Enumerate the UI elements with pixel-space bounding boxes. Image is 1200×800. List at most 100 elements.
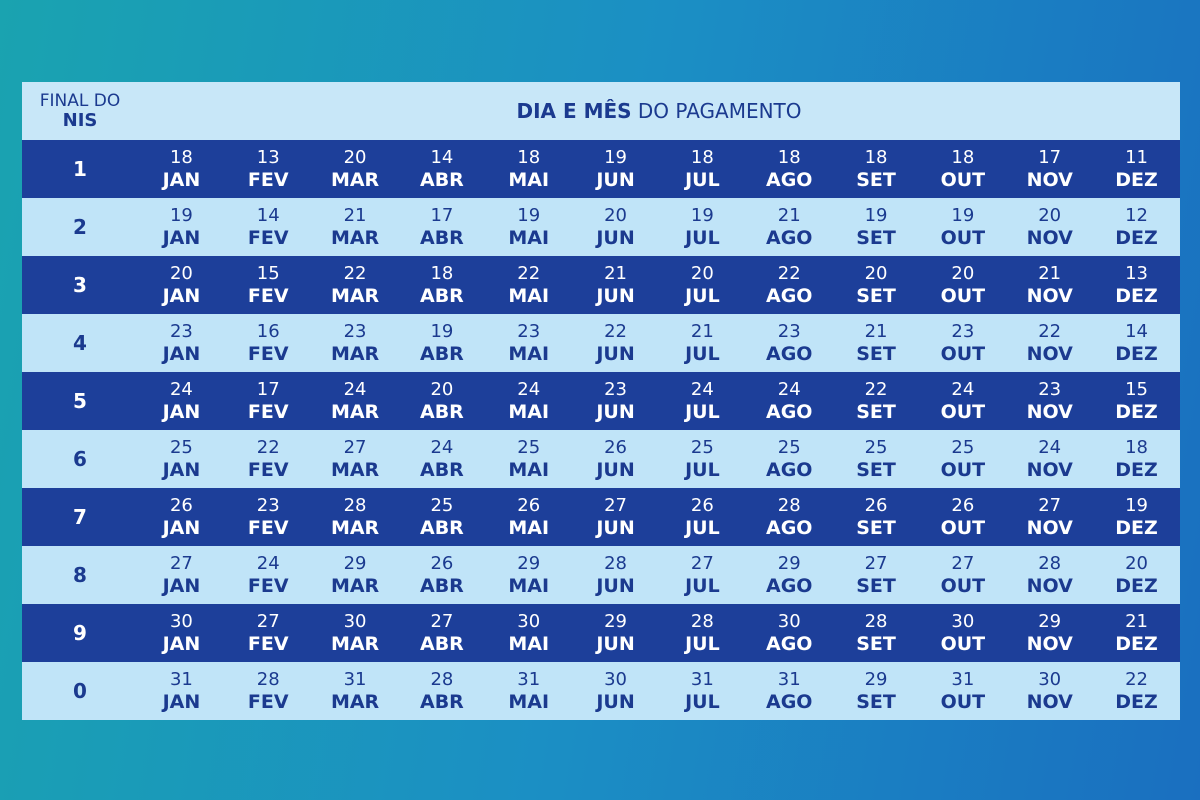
month: OUT [940, 169, 986, 191]
day: 19 [517, 205, 541, 226]
month: MAR [330, 517, 380, 539]
day: 30 [169, 611, 193, 632]
header-line: NIS [62, 110, 98, 131]
month: JUN [596, 343, 635, 365]
month: OUT [940, 401, 986, 423]
day: 22 [1038, 321, 1062, 342]
month: SET [856, 401, 896, 423]
date-cell: 23 MAR [312, 314, 399, 372]
day: 29 [343, 553, 367, 574]
date-cell: 24 FEV [225, 546, 312, 604]
date-cell: 21 NOV [1006, 256, 1093, 314]
date-cell: 28 JUL [659, 604, 746, 662]
day: 12 [1125, 205, 1148, 226]
month: NOV [1026, 517, 1073, 539]
month: AGO [765, 401, 813, 423]
date-cell: 26 SET [833, 488, 920, 546]
date-cell: 24 OUT [919, 372, 1006, 430]
date-cell: 24 MAR [312, 372, 399, 430]
day: 18 [517, 147, 541, 168]
day: 21 [604, 263, 627, 284]
day: 17 [1038, 147, 1062, 168]
date-cell: 18 JUL [659, 140, 746, 198]
header-row: FINAL DO NIS DIA E MÊS DO PAGAMENTO [22, 82, 1180, 140]
month: OUT [940, 459, 986, 481]
month: JAN [162, 401, 201, 423]
nis-cell: 4 [73, 331, 87, 355]
nis-cell: 1 [73, 157, 87, 181]
day: 20 [343, 147, 367, 168]
day: 13 [256, 147, 280, 168]
month: DEZ [1115, 285, 1158, 307]
day: 21 [1125, 611, 1148, 632]
day: 21 [343, 205, 367, 226]
date-cell: 19 ABR [398, 314, 485, 372]
month: JAN [162, 517, 201, 539]
day: 23 [1038, 379, 1062, 400]
month: AGO [765, 285, 813, 307]
date-cell: 27 OUT [919, 546, 1006, 604]
month: MAR [330, 343, 380, 365]
day: 25 [430, 495, 454, 516]
month: JUL [685, 459, 720, 481]
date-cell: 24 ABR [398, 430, 485, 488]
day: 25 [690, 437, 714, 458]
date-cell: 24 JUL [659, 372, 746, 430]
day: 30 [951, 611, 975, 632]
day: 19 [604, 147, 627, 168]
day: 27 [864, 553, 888, 574]
date-cell: 22 NOV [1006, 314, 1093, 372]
month: ABR [419, 517, 464, 539]
day: 24 [343, 379, 367, 400]
nis-cell: 7 [73, 505, 87, 529]
day: 24 [1038, 437, 1062, 458]
month: MAI [508, 517, 550, 539]
date-cell: 23 OUT [919, 314, 1006, 372]
month: OUT [940, 575, 986, 597]
day: 25 [951, 437, 975, 458]
day: 29 [517, 553, 541, 574]
day: 31 [690, 669, 714, 690]
day: 26 [430, 553, 454, 574]
date-cell: 22 SET [833, 372, 920, 430]
month: SET [856, 459, 896, 481]
date-cell: 27 NOV [1006, 488, 1093, 546]
day: 26 [864, 495, 888, 516]
title-regular: DO PAGAMENTO [637, 99, 802, 123]
month: DEZ [1115, 691, 1158, 713]
day: 25 [517, 437, 541, 458]
month: JUN [596, 633, 635, 655]
date-cell: 18 OUT [919, 140, 1006, 198]
month: DEZ [1115, 575, 1158, 597]
date-cell: 25 MAI [485, 430, 572, 488]
day: 28 [777, 495, 801, 516]
day: 31 [951, 669, 975, 690]
day: 18 [951, 147, 975, 168]
date-cell: 27 MAR [312, 430, 399, 488]
date-cell: 20 DEZ [1093, 546, 1180, 604]
date-cell: 11 DEZ [1093, 140, 1180, 198]
month: JAN [162, 169, 201, 191]
day: 30 [604, 669, 627, 690]
day: 27 [256, 611, 280, 632]
table-row: 2 19 JAN 14 FEV 21 MAR 17 ABR 19 MAI 20 JUN 19 JUL 21 AG… [22, 198, 1180, 256]
month: JAN [162, 459, 201, 481]
month: AGO [765, 227, 813, 249]
date-cell: 20 NOV [1006, 198, 1093, 256]
month: JUL [685, 517, 720, 539]
day: 24 [777, 379, 801, 400]
day: 20 [951, 263, 975, 284]
date-cell: 22 AGO [746, 256, 833, 314]
month: AGO [765, 169, 813, 191]
day: 11 [1125, 147, 1148, 168]
day: 19 [169, 205, 193, 226]
month: OUT [940, 633, 986, 655]
day: 24 [169, 379, 193, 400]
date-cell: 27 ABR [398, 604, 485, 662]
date-cell: 27 SET [833, 546, 920, 604]
day: 19 [430, 321, 454, 342]
date-cell: 23 JUN [572, 372, 659, 430]
date-cell: 14 DEZ [1093, 314, 1180, 372]
date-cell: 26 ABR [398, 546, 485, 604]
